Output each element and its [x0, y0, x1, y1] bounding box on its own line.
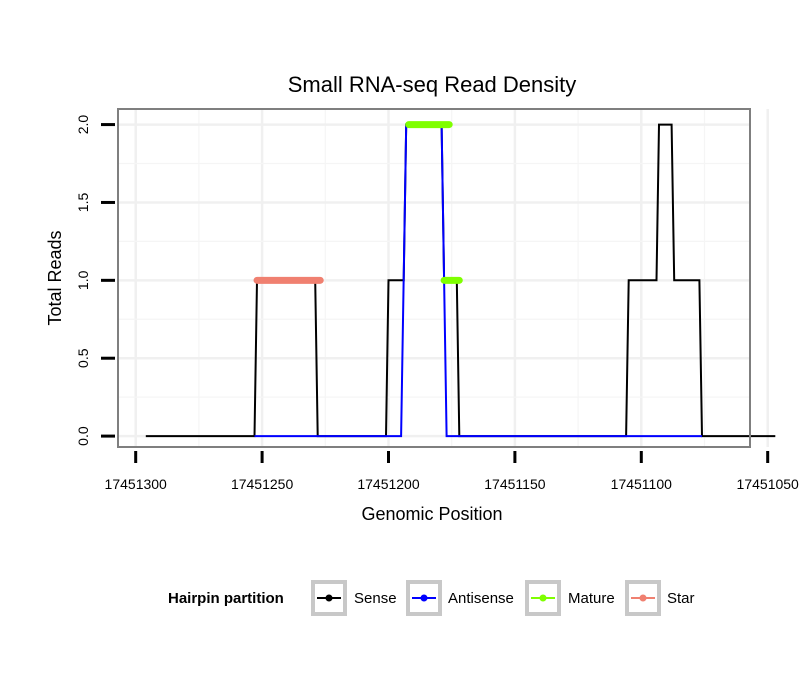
- chart-title: Small RNA-seq Read Density: [288, 72, 577, 97]
- legend: Hairpin partition Sense Antisense Mature St…: [168, 580, 695, 616]
- legend-label-antisense: Antisense: [448, 590, 514, 607]
- legend-entries: Sense Antisense Mature Star: [311, 580, 695, 616]
- y-tick-label: 1.5: [75, 193, 91, 213]
- legend-label-star: Star: [667, 590, 695, 607]
- legend-key-dot-mature: [539, 594, 547, 602]
- x-tick-label: 17451050: [737, 476, 800, 492]
- x-tick-label: 17451150: [484, 476, 545, 492]
- x-axis-title: Genomic Position: [361, 504, 502, 524]
- grid-lines: [118, 109, 769, 447]
- x-tick-label: 17451300: [105, 476, 168, 492]
- y-tick-label: 2.0: [75, 115, 91, 135]
- plot-panel: [117, 108, 776, 448]
- legend-label-sense: Sense: [354, 590, 397, 607]
- data-series: [145, 121, 776, 438]
- legend-key-dot-sense: [325, 594, 333, 602]
- plot-border: [117, 108, 751, 448]
- legend-key-dot-star: [639, 594, 647, 602]
- plot-background: [118, 109, 750, 447]
- axes: 17451300 17451250 17451200 17451150 17451100…: [75, 115, 799, 492]
- x-tick-label: 17451250: [231, 476, 294, 492]
- x-tick-label: 17451100: [611, 476, 672, 492]
- y-tick-label: 0.0: [75, 426, 91, 446]
- x-tick-label: 17451200: [357, 476, 420, 492]
- legend-title: Hairpin partition: [168, 590, 284, 607]
- y-tick-label: 1.0: [75, 270, 91, 290]
- y-axis-title: Total Reads: [45, 230, 65, 325]
- y-tick-label: 0.5: [75, 348, 91, 368]
- legend-key-dot-antisense: [420, 594, 428, 602]
- legend-label-mature: Mature: [568, 590, 615, 607]
